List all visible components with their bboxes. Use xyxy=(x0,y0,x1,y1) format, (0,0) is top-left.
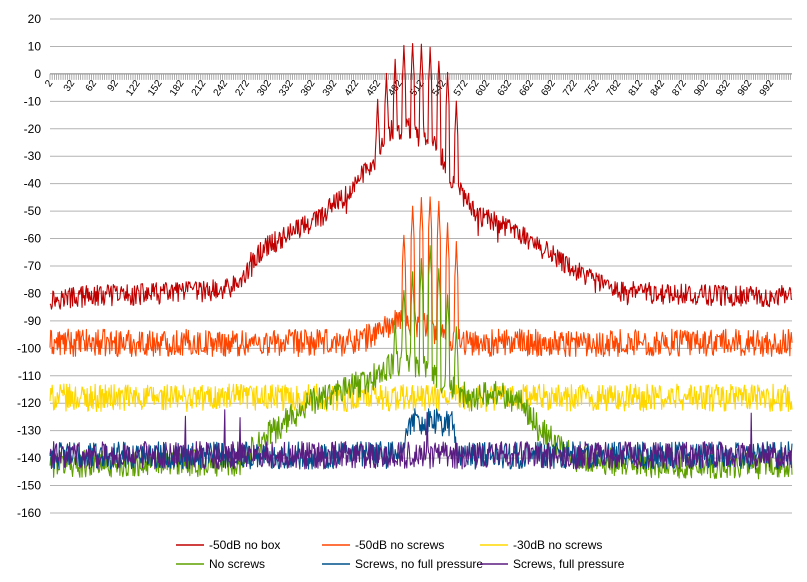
x-tick-label: 122 xyxy=(124,78,143,98)
legend-label: -50dB no box xyxy=(209,538,280,552)
legend-label: -30dB no screws xyxy=(513,538,602,552)
series-line-50db-no-screws xyxy=(49,196,793,358)
legend-label: Screws, no full pressure xyxy=(355,557,483,571)
y-tick-label: 0 xyxy=(34,67,41,81)
x-tick-label: 212 xyxy=(190,78,209,98)
x-tick-label: 152 xyxy=(146,78,165,98)
x-tick-label: 422 xyxy=(343,78,362,98)
series-line-screws-full-pressure xyxy=(49,409,793,470)
y-tick-label: 10 xyxy=(28,39,42,53)
y-tick-label: -20 xyxy=(24,122,42,136)
y-tick-label: -110 xyxy=(18,369,41,383)
y-tick-label: -90 xyxy=(24,314,42,328)
x-tick-label: 572 xyxy=(452,78,471,98)
series-line-no-screws xyxy=(49,245,793,480)
y-tick-label: -80 xyxy=(24,286,42,300)
y-tick-label: -70 xyxy=(24,259,42,273)
x-tick-label: 662 xyxy=(517,78,536,98)
x-tick-label: 962 xyxy=(736,78,755,98)
x-tick-label: 902 xyxy=(692,78,711,98)
y-tick-label: -10 xyxy=(24,94,42,108)
y-tick-label: -50 xyxy=(24,204,42,218)
x-tick-label: 992 xyxy=(758,78,777,98)
legend-label: No screws xyxy=(209,557,265,571)
y-tick-label: 20 xyxy=(28,12,42,26)
legend: -50dB no box -50dB no screws -30dB no scre… xyxy=(176,538,625,571)
x-tick-label: 92 xyxy=(106,78,122,94)
x-tick-label: 242 xyxy=(212,78,231,98)
x-tick-label: 812 xyxy=(627,78,646,98)
x-tick-label: 302 xyxy=(255,78,274,98)
y-tick-label: -100 xyxy=(17,341,41,355)
x-tick-label: 452 xyxy=(365,78,384,98)
x-tick-label: 722 xyxy=(561,78,580,98)
y-tick-label: -40 xyxy=(24,177,42,191)
x-tick-label: 62 xyxy=(84,78,100,94)
x-axis-minor-ticks xyxy=(49,73,791,80)
y-tick-label: -120 xyxy=(17,396,41,410)
y-axis-tick-labels: 20 10 0 -10 -20 -30 -40 -50 -60 -70 -80 -90 -100 -110… xyxy=(17,12,41,520)
x-axis-tick-labels: 2 32 62 92 122 152 182 212 242 272 302 332 362 392 422… xyxy=(43,78,776,98)
x-tick-label: 842 xyxy=(649,78,668,98)
legend-label: Screws, full pressure xyxy=(513,557,625,571)
x-tick-label: 752 xyxy=(583,78,602,98)
series-line-50db-no-box xyxy=(49,43,793,310)
y-tick-label: -30 xyxy=(24,149,42,163)
x-tick-label: 632 xyxy=(496,78,515,98)
plot-series xyxy=(49,43,793,480)
x-tick-label: 782 xyxy=(605,78,624,98)
y-tick-label: -60 xyxy=(24,232,42,246)
x-tick-label: 392 xyxy=(321,78,340,98)
legend-label: -50dB no screws xyxy=(355,538,444,552)
x-tick-label: 692 xyxy=(539,78,558,98)
x-tick-label: 362 xyxy=(299,78,318,98)
series-line-30db-no-screws xyxy=(49,383,793,412)
y-tick-label: -160 xyxy=(17,506,41,520)
y-tick-label: -150 xyxy=(17,479,41,493)
x-tick-label: 32 xyxy=(62,78,78,94)
x-tick-label: 932 xyxy=(714,78,733,98)
y-tick-label: -140 xyxy=(17,451,41,465)
x-tick-label: 872 xyxy=(670,78,689,98)
x-tick-label: 272 xyxy=(233,78,252,98)
x-tick-label: 602 xyxy=(474,78,493,98)
x-tick-label: 332 xyxy=(277,78,296,98)
y-tick-label: -130 xyxy=(17,424,41,438)
x-tick-label: 2 xyxy=(43,78,55,89)
x-tick-label: 182 xyxy=(168,78,187,98)
